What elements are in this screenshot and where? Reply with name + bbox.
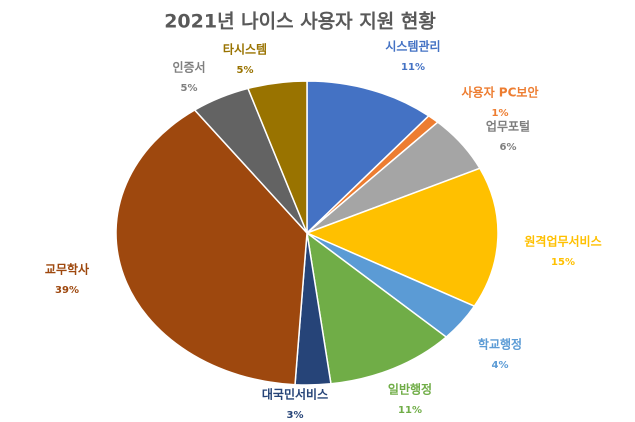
slice-label: 업무포털	[486, 119, 530, 134]
slice-percent: 39%	[55, 285, 79, 296]
slice-percent: 11%	[398, 405, 422, 416]
slice-percent: 6%	[500, 142, 517, 153]
slice-percent: 1%	[492, 108, 509, 119]
slice-percent: 4%	[492, 360, 509, 371]
pie-slice	[115, 109, 308, 386]
slice-label: 학교행정	[478, 337, 522, 352]
chart-title: 2021년 나이스 사용자 지원 현황	[164, 10, 436, 33]
slice-label: 대국민서비스	[262, 387, 328, 402]
slice-percent: 5%	[237, 65, 254, 76]
slice-label: 시스템관리	[385, 39, 440, 54]
slice-percent: 5%	[181, 83, 198, 94]
slice-label: 일반행정	[388, 382, 432, 397]
slice-label: 타시스템	[223, 42, 267, 57]
pie-slice	[246, 80, 308, 234]
slice-label: 원격업무서비스	[524, 234, 601, 249]
slice-label: 인증서	[172, 60, 205, 75]
slice-label: 사용자 PC보안	[462, 85, 539, 100]
pie-slice	[305, 231, 448, 385]
slice-percent: 3%	[287, 410, 304, 421]
slice-label: 교무학사	[45, 262, 89, 277]
slice-percent: 11%	[401, 62, 425, 73]
pie-slice	[306, 80, 430, 235]
pie-slice	[305, 167, 499, 308]
slice-percent: 15%	[551, 257, 575, 268]
